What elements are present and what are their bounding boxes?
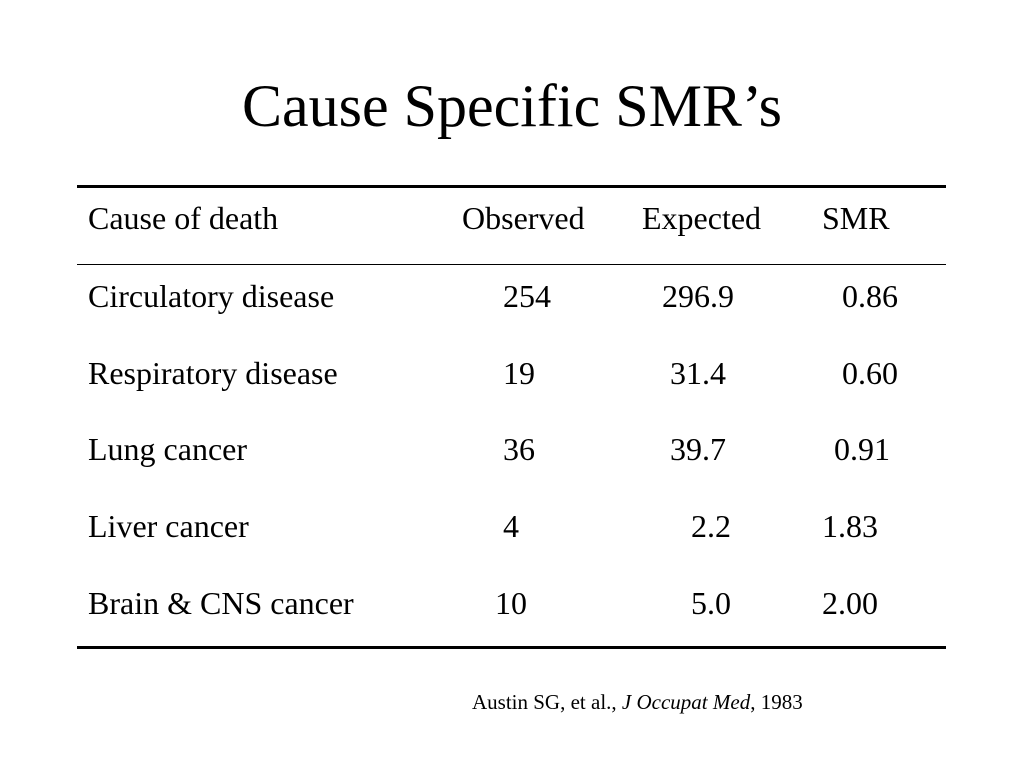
cell-cause: Circulatory disease xyxy=(88,278,335,314)
cell-observed: 4 xyxy=(503,508,519,544)
cell-cause: Lung cancer xyxy=(88,431,248,467)
header-smr: SMR xyxy=(822,200,890,236)
cell-observed: 10 xyxy=(495,585,527,621)
cell-smr: 0.60 xyxy=(842,355,898,391)
cell-observed: 254 xyxy=(503,278,551,314)
cell-observed: 36 xyxy=(503,431,535,467)
cell-cause: Brain & CNS cancer xyxy=(88,585,354,621)
citation-year: , 1983 xyxy=(750,690,803,714)
cell-smr: 0.86 xyxy=(842,278,898,314)
header-cause: Cause of death xyxy=(88,200,279,236)
table-top-rule xyxy=(77,185,946,188)
cell-smr: 2.00 xyxy=(822,585,878,621)
cell-smr: 1.83 xyxy=(822,508,878,544)
cell-expected: 296.9 xyxy=(662,278,734,314)
cell-expected: 2.2 xyxy=(691,508,731,544)
cell-observed: 19 xyxy=(503,355,535,391)
header-expected: Expected xyxy=(642,200,762,236)
cell-cause: Liver cancer xyxy=(88,508,249,544)
citation-journal: J Occupat Med xyxy=(621,690,751,714)
slide-title: Cause Specific SMR’s xyxy=(242,73,782,139)
cell-expected: 5.0 xyxy=(691,585,731,621)
cell-expected: 39.7 xyxy=(670,431,726,467)
cell-expected: 31.4 xyxy=(670,355,726,391)
citation-authors: Austin SG, et al., xyxy=(472,690,622,714)
table-header-rule xyxy=(77,264,946,265)
header-observed: Observed xyxy=(462,200,585,236)
table-bottom-rule xyxy=(77,646,946,649)
citation: Austin SG, et al., J Occupat Med, 1983 xyxy=(472,688,803,716)
cell-smr: 0.91 xyxy=(834,431,890,467)
cell-cause: Respiratory disease xyxy=(88,355,338,391)
